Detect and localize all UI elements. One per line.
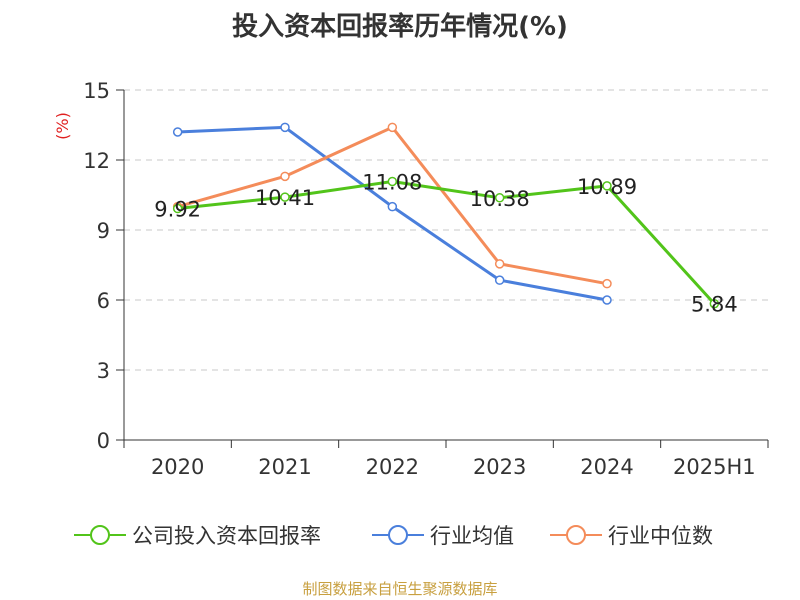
data-point: [602, 181, 612, 191]
data-point: [280, 192, 290, 202]
x-tick-label: 2025H1: [673, 455, 756, 479]
data-point: [172, 203, 183, 214]
y-tick-label: 3: [97, 359, 110, 383]
data-label: 10.89: [577, 175, 637, 199]
legend-line-icon: [74, 525, 126, 545]
data-point: [172, 127, 183, 137]
data-label: 10.41: [255, 186, 315, 210]
chart-title: 投入资本回报率历年情况(%): [232, 12, 568, 42]
y-axis-label: (%): [53, 112, 72, 140]
legend-item-industry-median[interactable]: 行业中位数: [550, 520, 713, 550]
series-line: [177, 179, 716, 305]
data-point: [387, 122, 398, 133]
x-tick-label: 2024: [580, 455, 633, 479]
legend-label: 公司投入资本回报率: [132, 524, 321, 548]
y-tick-label: 0: [97, 429, 110, 453]
x-tick-label: 2020: [151, 455, 204, 479]
legend-item-company[interactable]: 公司投入资本回报率: [74, 520, 321, 550]
y-tick-label: 6: [97, 289, 110, 313]
source-note: 制图数据来自恒生聚源数据库: [302, 580, 498, 598]
data-label: 11.08: [362, 170, 422, 194]
data-point: [387, 201, 398, 212]
legend-label: 行业均值: [430, 524, 514, 548]
legend-label: 行业中位数: [608, 524, 713, 548]
data-point: [494, 193, 505, 203]
x-tick-label: 2022: [366, 455, 419, 479]
data-point: [387, 176, 398, 187]
data-label: 10.38: [470, 187, 530, 211]
y-tick-label: 9: [97, 219, 110, 243]
x-tick-label: 2021: [258, 455, 311, 479]
data-point: [709, 298, 720, 309]
data-point: [602, 278, 612, 289]
data-label: 5.84: [691, 293, 738, 317]
x-tick-label: 2023: [473, 455, 526, 479]
data-point: [602, 295, 612, 305]
legend-item-industry-mean[interactable]: 行业均值: [372, 520, 514, 550]
data-point: [280, 171, 290, 182]
data-point: [494, 259, 505, 269]
y-tick-label: 15: [83, 79, 110, 103]
series-line: [177, 125, 608, 302]
data-point: [280, 122, 290, 133]
data-point: [494, 275, 505, 285]
legend-line-icon: [550, 525, 602, 545]
y-tick-label: 12: [83, 149, 110, 173]
legend-line-icon: [372, 525, 424, 545]
data-label: 9.92: [154, 198, 201, 222]
